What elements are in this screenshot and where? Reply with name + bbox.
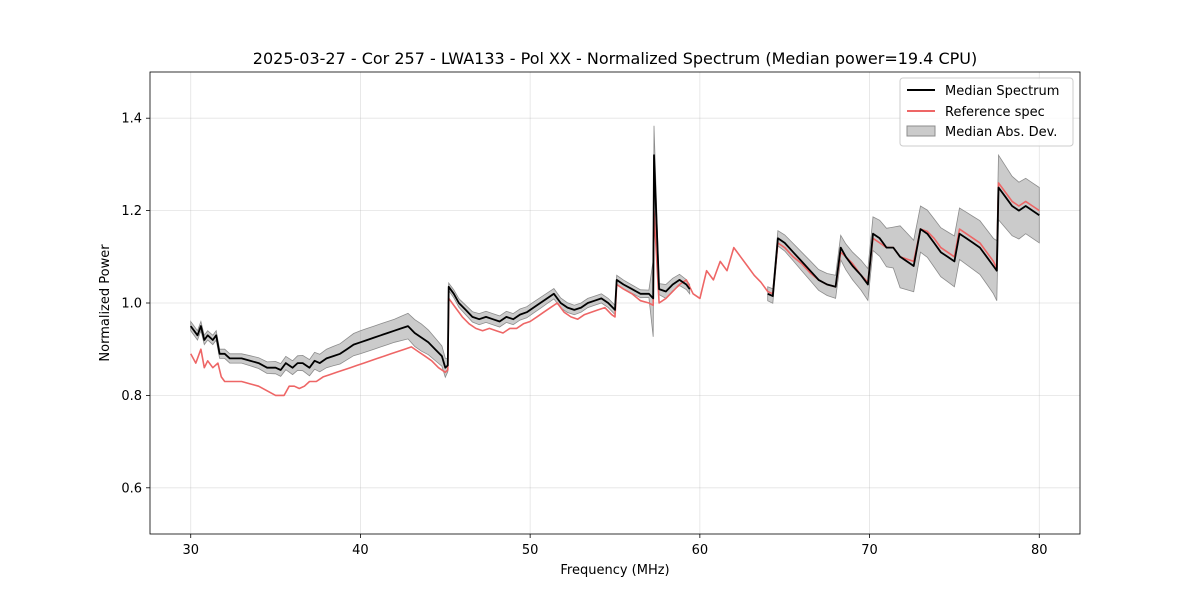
y-axis-label: Normalized Power (98, 244, 113, 362)
x-tick-label: 40 (352, 543, 369, 558)
y-tick-label: 1.0 (121, 297, 142, 312)
x-tick-label: 80 (1031, 543, 1048, 558)
y-tick-label: 1.2 (121, 204, 142, 219)
legend: Median Spectrum Reference spec Median Ab… (899, 77, 1074, 147)
mad-band (767, 153, 1040, 304)
legend-reference-label: Reference spec (945, 105, 1045, 120)
mad-band-layer (190, 125, 1040, 379)
chart-title: 2025-03-27 - Cor 257 - LWA133 - Pol XX -… (253, 49, 977, 68)
y-tick-label: 0.6 (121, 481, 142, 496)
x-tick-label: 30 (182, 543, 199, 558)
median-spectrum-line (767, 186, 1040, 298)
y-tick-label: 0.8 (121, 389, 142, 404)
x-tick-label: 50 (522, 543, 539, 558)
median-spectrum-line (189, 154, 691, 371)
y-axis-ticks: 0.6 0.8 1.0 1.2 1.4 (121, 112, 150, 496)
x-tick-label: 70 (861, 543, 878, 558)
legend-mad-label: Median Abs. Dev. (945, 125, 1057, 140)
legend-median-label: Median Spectrum (945, 84, 1059, 99)
legend-box (899, 77, 1074, 147)
x-axis-label: Frequency (MHz) (560, 563, 669, 578)
mad-band (190, 125, 691, 379)
legend-mad-swatch (906, 125, 936, 137)
x-axis-ticks: 30 40 50 60 70 80 (182, 534, 1048, 558)
y-tick-label: 1.4 (121, 112, 142, 127)
x-tick-label: 60 (692, 543, 709, 558)
median-series-layer (189, 154, 1040, 371)
